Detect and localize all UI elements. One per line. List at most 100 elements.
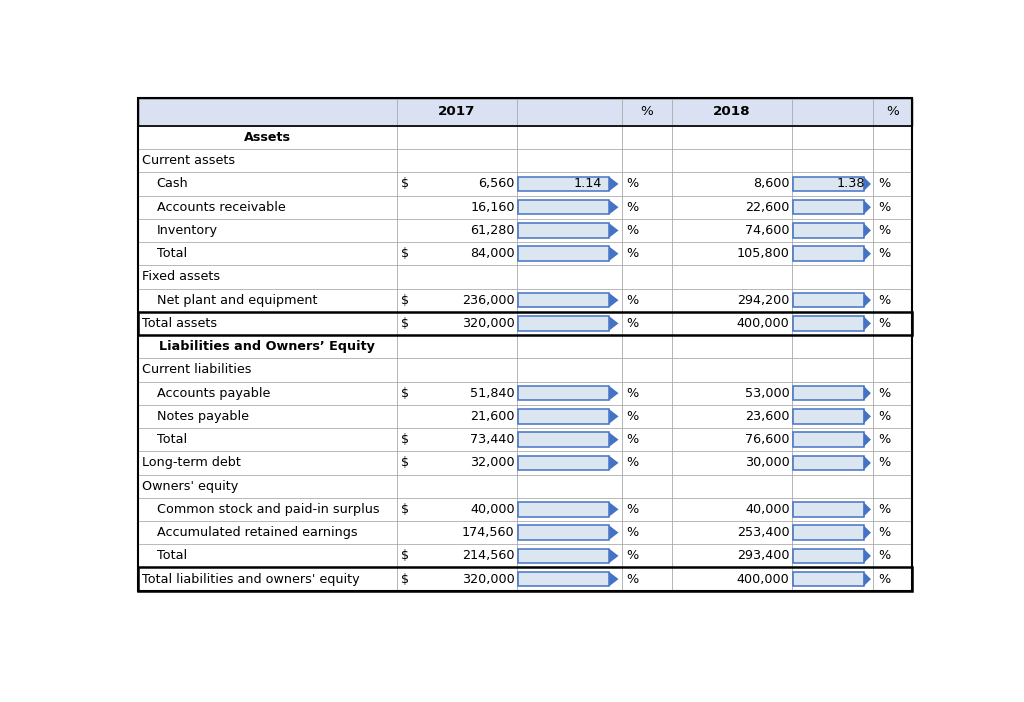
Text: %: % [640,105,653,119]
Text: 320,000: 320,000 [462,573,515,585]
Text: %: % [627,526,639,539]
Text: %: % [627,201,639,213]
Text: $: $ [401,456,409,470]
Bar [793,386,863,400]
Text: 23,600: 23,600 [745,410,790,423]
Bar [518,432,609,447]
Text: 1.38: 1.38 [837,178,865,190]
Bar [518,572,609,586]
Text: %: % [627,317,639,330]
Text: Assets: Assets [244,131,291,144]
Bar [137,312,912,335]
Bar [137,567,912,590]
Text: Cash: Cash [157,178,188,190]
Text: %: % [627,293,639,307]
Text: $: $ [401,293,409,307]
Text: %: % [879,573,890,585]
Bar [137,521,912,544]
Polygon shape [863,386,871,400]
Text: Liabilities and Owners’ Equity: Liabilities and Owners’ Equity [160,340,375,353]
Text: 400,000: 400,000 [737,317,790,330]
Polygon shape [863,549,871,563]
Text: %: % [879,247,890,260]
Text: %: % [627,247,639,260]
Text: 253,400: 253,400 [737,526,790,539]
Text: %: % [879,550,890,562]
Text: 51,840: 51,840 [470,387,515,399]
Text: Accounts payable: Accounts payable [157,387,270,399]
Bar [137,428,912,451]
Polygon shape [863,316,871,331]
Text: %: % [627,456,639,470]
Bar [137,567,912,590]
Text: $: $ [401,503,409,516]
Polygon shape [863,177,871,191]
Polygon shape [863,525,871,540]
Text: 61,280: 61,280 [470,224,515,237]
Bar [793,432,863,447]
Text: %: % [879,526,890,539]
Text: $: $ [401,247,409,260]
Bar [137,335,912,358]
Text: 6,560: 6,560 [478,178,515,190]
Text: Fixed assets: Fixed assets [142,270,220,284]
Bar [793,223,863,238]
Polygon shape [609,432,618,447]
Text: $: $ [401,317,409,330]
Text: 2017: 2017 [438,105,476,119]
Bar [793,246,863,261]
Text: 294,200: 294,200 [737,293,790,307]
Polygon shape [609,223,618,238]
Bar [518,502,609,517]
Text: Long-term debt: Long-term debt [142,456,242,470]
Text: 40,000: 40,000 [470,503,515,516]
Bar [137,451,912,475]
Text: Current assets: Current assets [142,154,236,167]
Polygon shape [609,177,618,191]
Bar [518,223,609,238]
Text: %: % [627,224,639,237]
Text: 40,000: 40,000 [745,503,790,516]
Text: %: % [879,503,890,516]
Polygon shape [609,316,618,331]
Polygon shape [609,502,618,517]
Text: %: % [887,105,899,119]
Text: Net plant and equipment: Net plant and equipment [157,293,317,307]
Text: %: % [627,178,639,190]
Bar [137,196,912,219]
Text: %: % [879,410,890,423]
Text: Accumulated retained earnings: Accumulated retained earnings [157,526,357,539]
Polygon shape [609,246,618,261]
Bar [137,98,912,126]
Bar [137,475,912,498]
Text: Total: Total [157,550,186,562]
Text: %: % [627,503,639,516]
Bar [137,219,912,242]
Text: 174,560: 174,560 [462,526,515,539]
Bar [793,549,863,563]
Bar [137,382,912,405]
Polygon shape [609,549,618,563]
Bar [793,200,863,214]
Polygon shape [863,502,871,517]
Text: 76,600: 76,600 [745,433,790,446]
Bar [137,98,912,126]
Text: $: $ [401,433,409,446]
Bar [137,405,912,428]
Polygon shape [609,293,618,307]
Polygon shape [863,432,871,447]
Text: Accounts receivable: Accounts receivable [157,201,286,213]
Text: %: % [627,387,639,399]
Bar [793,572,863,586]
Bar [518,177,609,191]
Bar [518,246,609,261]
Text: 22,600: 22,600 [745,201,790,213]
Polygon shape [863,409,871,423]
Bar [518,200,609,214]
Bar [793,409,863,423]
Bar [137,358,912,382]
Bar [518,409,609,423]
Bar [518,549,609,563]
Text: Total assets: Total assets [142,317,217,330]
Polygon shape [609,386,618,400]
